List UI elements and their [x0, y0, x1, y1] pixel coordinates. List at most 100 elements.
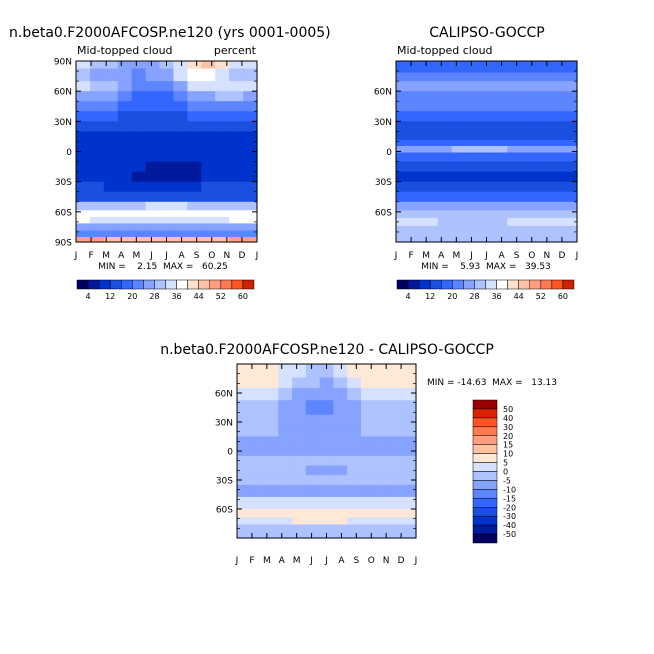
heatmap-cell [549, 131, 564, 141]
heatmap-cell [507, 210, 522, 219]
panel-model-stats: MIN = 2.15 MAX = 60.25 [98, 262, 228, 272]
heatmap-cell [396, 91, 411, 102]
heatmap-cell [215, 131, 230, 143]
heatmap-cell [229, 111, 244, 122]
heatmap-cell [187, 171, 202, 183]
heatmap-cell [360, 465, 376, 476]
heatmap-cell [264, 455, 279, 467]
colorbar-swatch [472, 444, 498, 454]
heatmap-cell [131, 91, 147, 102]
heatmap-cell [535, 181, 550, 193]
x-tick-label: O [208, 251, 215, 261]
heatmap-cell [402, 446, 417, 457]
y-tick-label: 30S [375, 178, 392, 188]
heatmap-cell [437, 121, 453, 132]
heatmap-cell [305, 496, 321, 510]
heatmap-cell [396, 171, 411, 183]
heatmap-cell [278, 524, 293, 533]
heatmap-cell [563, 81, 578, 92]
heatmap-cell [563, 91, 578, 102]
colorbar-label: 15 [503, 441, 513, 450]
heatmap-cell [243, 236, 258, 243]
heatmap-cell [347, 414, 362, 428]
heatmap-cell [76, 151, 91, 163]
heatmap-cell [292, 496, 307, 510]
heatmap-cell [507, 61, 522, 74]
heatmap-cell [409, 145, 425, 154]
y-tick-label: 60N [54, 88, 72, 98]
heatmap-cell [563, 161, 578, 173]
colorbar-label: 44 [194, 292, 204, 301]
heatmap-cell [278, 465, 293, 476]
heatmap-cell [493, 161, 508, 173]
heatmap-cell [159, 216, 175, 224]
heatmap-cell [396, 139, 411, 147]
panel-diff-field [237, 364, 417, 539]
heatmap-cell [549, 61, 564, 74]
heatmap-cell [465, 161, 481, 173]
heatmap-cell [250, 532, 266, 539]
heatmap-cell [374, 388, 390, 401]
heatmap-cell [549, 171, 564, 183]
heatmap-cell [549, 139, 564, 147]
heatmap-cell [535, 233, 550, 243]
heatmap-cell [563, 101, 578, 112]
heatmap-cell [264, 465, 279, 476]
x-tick-label: J [575, 251, 579, 261]
heatmap-cell [159, 201, 175, 211]
heatmap-cell [215, 171, 230, 183]
heatmap-cell [89, 68, 105, 82]
heatmap-cell [187, 61, 202, 70]
heatmap-cell [479, 225, 495, 235]
heatmap-cell [159, 210, 175, 218]
colorbar-label: 60 [558, 292, 568, 301]
heatmap-cell [388, 377, 403, 389]
heatmap-cell [76, 81, 91, 92]
heatmap-cell [465, 225, 481, 235]
heatmap-cell [409, 101, 425, 112]
heatmap-cell [89, 131, 105, 143]
heatmap-cell [145, 201, 161, 211]
colorbar-swatch [472, 453, 498, 463]
x-tick-label: A [118, 251, 125, 261]
heatmap-cell [374, 496, 390, 510]
heatmap-cell [360, 524, 376, 533]
heatmap-cell [215, 223, 230, 232]
heatmap-cell [479, 139, 495, 147]
heatmap-cell [76, 141, 91, 153]
heatmap-cell [89, 161, 105, 173]
heatmap-cell [131, 216, 147, 224]
colorbar-label: -5 [503, 476, 511, 485]
colorbar-swatch [472, 489, 498, 499]
heatmap-cell [201, 131, 216, 143]
x-tick-label: M [422, 251, 430, 261]
x-tick-label: D [558, 251, 565, 261]
heatmap-cell [333, 377, 348, 389]
heatmap-cell [117, 216, 133, 224]
heatmap-cell [388, 400, 403, 416]
heatmap-cell [173, 141, 188, 153]
heatmap-cell [423, 233, 439, 243]
heatmap-cell [535, 210, 550, 219]
heatmap-cell [333, 484, 348, 498]
heatmap-cell [333, 400, 348, 416]
heatmap-cell [402, 388, 417, 401]
heatmap-cell [250, 414, 266, 428]
heatmap-cell [479, 171, 495, 183]
heatmap-cell [264, 364, 279, 379]
heatmap-cell [201, 68, 216, 82]
heatmap-cell [305, 455, 321, 467]
heatmap-cell [549, 233, 564, 243]
heatmap-cell [145, 210, 161, 218]
heatmap-cell [159, 141, 175, 153]
colorbar-label: 20 [127, 292, 137, 301]
heatmap-cell [243, 201, 258, 211]
heatmap-cell [103, 61, 119, 70]
heatmap-cell [229, 101, 244, 112]
heatmap-cell [465, 217, 481, 227]
heatmap-cell [437, 81, 453, 92]
heatmap-cell [465, 81, 481, 92]
heatmap-cell [89, 151, 105, 163]
x-tick-label: O [368, 556, 375, 566]
heatmap-cell [76, 236, 91, 243]
